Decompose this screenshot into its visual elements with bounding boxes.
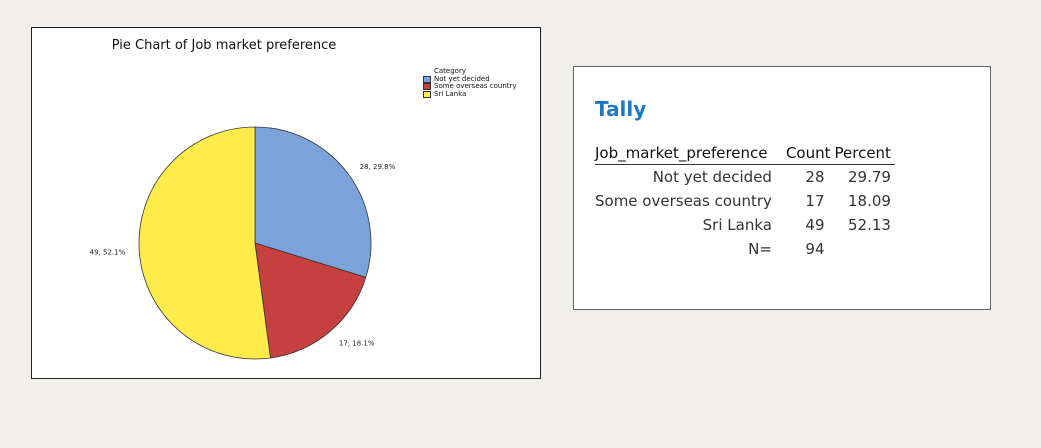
legend-label: Some overseas country bbox=[434, 82, 517, 90]
row-count: 94 bbox=[805, 240, 825, 258]
pie-slice-sri-lanka bbox=[138, 126, 271, 360]
header-count: Count bbox=[785, 144, 835, 165]
tally-title: Tally bbox=[595, 97, 647, 121]
chart-legend: Category Not yet decided Some overseas c… bbox=[423, 67, 517, 99]
chart-title: Pie Chart of Job market preference bbox=[111, 38, 337, 53]
pie-chart: 28, 29.8% 17, 18.1% 49, 52.1% bbox=[90, 126, 396, 360]
tally-table: Job_market_preference Count Percent Not … bbox=[595, 144, 895, 261]
row-percent: 18.09 bbox=[848, 192, 891, 210]
legend-swatch bbox=[423, 75, 431, 83]
row-label: N= bbox=[748, 240, 772, 258]
legend-label: Sri Lanka bbox=[434, 89, 467, 98]
legend-title: Category bbox=[434, 67, 466, 75]
header-job-market-preference: Job_market_preference bbox=[595, 144, 786, 165]
row-label: Some overseas country bbox=[595, 192, 772, 210]
row-count: 17 bbox=[805, 192, 825, 210]
tally-header-row: Job_market_preference Count Percent bbox=[595, 144, 895, 165]
table-row: N= 94 bbox=[595, 237, 895, 261]
header-percent: Percent bbox=[834, 144, 895, 165]
pie-chart-panel: 28, 29.8% 17, 18.1% 49, 52.1% Pie Chart of… bbox=[31, 27, 541, 379]
row-label: Not yet decided bbox=[652, 168, 772, 186]
legend-item-sri-lanka: Sri Lanka bbox=[423, 89, 517, 99]
tally-panel: Tally Job_market_preference Count Percen… bbox=[573, 66, 991, 310]
pie-slice-not-yet-decided bbox=[254, 126, 372, 278]
row-label: Sri Lanka bbox=[702, 216, 772, 234]
table-row: Not yet decided 28 29.79 bbox=[595, 165, 895, 190]
table-row: Some overseas country 17 18.09 bbox=[595, 189, 895, 213]
row-count: 49 bbox=[805, 216, 825, 234]
table-row: Sri Lanka 49 52.13 bbox=[595, 213, 895, 237]
row-percent bbox=[835, 237, 895, 261]
row-percent: 29.79 bbox=[848, 168, 891, 186]
pie-slice-some-overseas-country bbox=[254, 242, 367, 359]
legend-swatch bbox=[423, 83, 431, 91]
pie-slice-label: 28, 29.8% bbox=[360, 163, 396, 171]
row-percent: 52.13 bbox=[848, 216, 891, 234]
legend-swatch bbox=[423, 90, 431, 98]
pie-slice-label: 49, 52.1% bbox=[90, 249, 126, 257]
legend-item-some-overseas-country: Some overseas country bbox=[423, 82, 517, 91]
legend-item-not-yet-decided: Not yet decided bbox=[423, 74, 517, 84]
pie-slice-label: 17, 18.1% bbox=[339, 339, 375, 347]
row-count: 28 bbox=[805, 168, 825, 186]
legend-label: Not yet decided bbox=[434, 74, 490, 83]
